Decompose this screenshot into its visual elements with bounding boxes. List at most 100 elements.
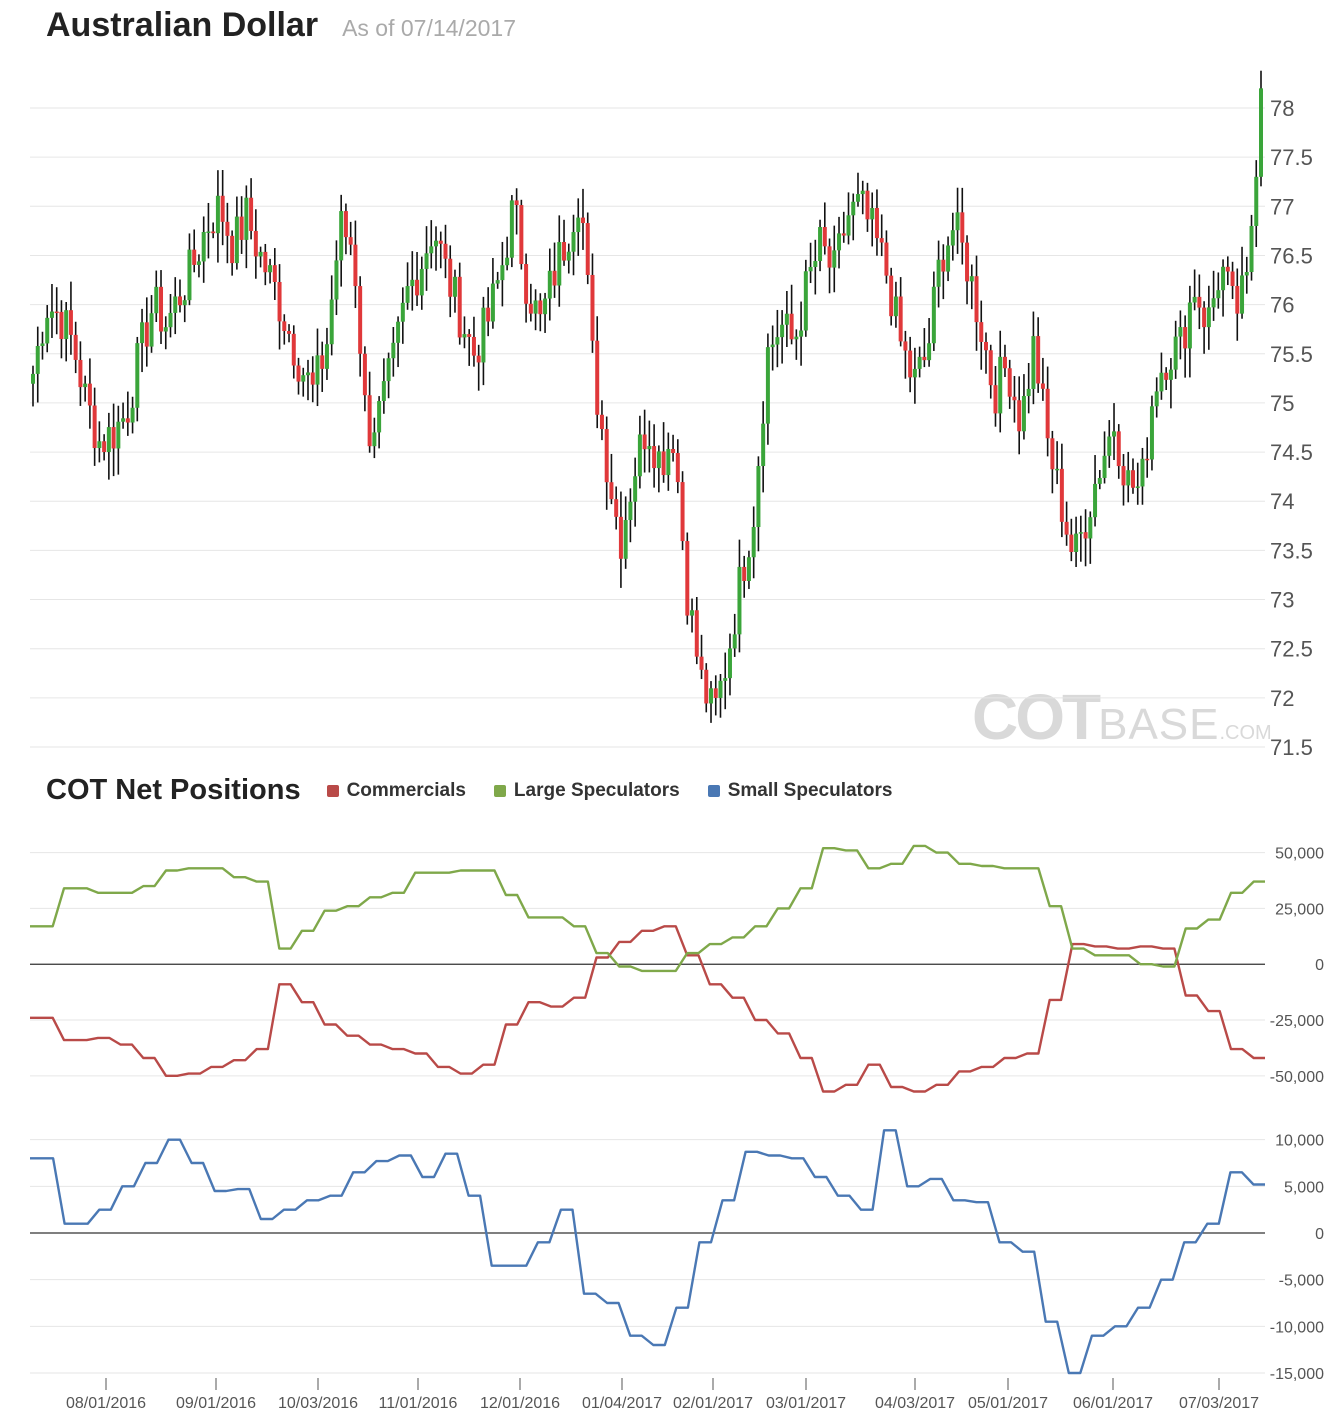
candle-body — [215, 195, 220, 234]
candle-body — [73, 334, 78, 360]
legend-large-speculators[interactable]: Large Speculators — [493, 780, 680, 802]
candle-body — [87, 383, 92, 406]
candle-body — [495, 280, 500, 284]
candle-body — [1031, 336, 1036, 389]
candle-body — [130, 407, 135, 423]
candle-body — [922, 356, 927, 361]
candle-body — [135, 343, 140, 408]
candle-body — [277, 281, 282, 322]
candle-body — [31, 373, 35, 384]
candle-body — [604, 429, 609, 483]
candle-body — [1012, 396, 1017, 401]
candle-body — [965, 242, 970, 282]
cot-lower-y-tick-label: 0 — [1315, 1226, 1324, 1243]
candle-body — [1059, 468, 1064, 522]
cot-upper-y-tick-label: 0 — [1315, 957, 1324, 974]
candle-body — [889, 275, 894, 317]
candle-body — [927, 343, 932, 361]
candle-body — [1140, 458, 1145, 487]
candle-body — [1126, 470, 1131, 486]
candle-body — [1064, 521, 1069, 535]
x-tick-label: 01/04/2017 — [582, 1395, 662, 1412]
series-line-small-speculators[interactable] — [30, 1129, 1265, 1375]
price-y-tick-label: 73 — [1270, 588, 1294, 613]
candle-body — [54, 311, 59, 314]
candle-body — [917, 356, 922, 369]
cot-title: COT Net Positions — [46, 774, 301, 806]
candle-body — [893, 296, 898, 317]
price-y-tick-label: 77 — [1270, 194, 1294, 219]
legend-small-speculators[interactable]: Small Speculators — [707, 779, 893, 802]
candle-body — [49, 311, 54, 318]
candle-body — [1078, 532, 1083, 534]
candle-body — [879, 238, 884, 243]
candle-body — [936, 259, 941, 287]
legend-commercials[interactable]: Commercials — [326, 780, 466, 802]
candle-body — [45, 317, 50, 344]
candle-body — [827, 246, 832, 268]
candle-body — [642, 434, 647, 450]
candle-body — [168, 312, 173, 328]
candle-body — [609, 482, 614, 500]
candle-body — [144, 322, 149, 347]
candle-body — [35, 345, 40, 374]
x-tick-label: 07/03/2017 — [1179, 1395, 1259, 1412]
candle-body — [514, 200, 519, 206]
candle-body — [841, 233, 846, 236]
candle-body — [1202, 307, 1207, 328]
candle-body — [106, 427, 111, 453]
candle-body — [765, 347, 770, 424]
candle-body — [509, 200, 514, 258]
candle-body — [1254, 176, 1259, 226]
cot-lower-chart: 10,000 5,000 0 -5,000 -10,000 -15,000 — [30, 1129, 1324, 1383]
candle-body — [320, 355, 325, 369]
legend-swatch-commercials — [326, 784, 339, 797]
candle-body — [566, 251, 571, 261]
candle-body — [984, 341, 989, 351]
candle-body — [1230, 271, 1235, 286]
candle-body — [822, 227, 827, 247]
candle-body — [851, 201, 856, 216]
cot-upper-y-tick-label: -25,000 — [1270, 1013, 1324, 1030]
price-chart: 78 77.5 77 76.5 76 75.5 75 74.5 74 73.5 73 72.5 72 71… — [30, 70, 1313, 760]
cot-upper-y-tick-label: -50,000 — [1270, 1069, 1324, 1086]
candle-body — [1002, 356, 1007, 369]
candle-body — [595, 340, 600, 415]
candle-body — [723, 678, 728, 681]
candle-body — [946, 245, 951, 272]
candle-body — [1007, 368, 1012, 397]
candle-body — [552, 270, 557, 286]
candle-body — [1244, 272, 1249, 276]
candle-body — [230, 235, 235, 264]
series-line-commercials[interactable] — [30, 925, 1265, 1093]
series-line-large-speculators[interactable] — [30, 844, 1265, 973]
candle-body — [1130, 470, 1135, 488]
candle-body — [315, 355, 320, 385]
candle-body — [305, 372, 310, 376]
candle-body — [500, 265, 505, 281]
candle-body — [1097, 477, 1102, 484]
candle-body — [818, 227, 823, 262]
x-tick-label: 06/01/2017 — [1073, 1395, 1153, 1412]
candle-body — [960, 212, 965, 243]
candle-body — [102, 441, 107, 453]
candle-body — [794, 336, 799, 340]
candle-body — [576, 217, 581, 233]
candle-body — [727, 648, 732, 679]
candle-body — [1074, 533, 1079, 552]
candle-body — [718, 680, 723, 698]
candle-body — [680, 482, 685, 542]
candle-body — [268, 265, 273, 273]
candle-body — [884, 242, 889, 276]
candle-body — [998, 356, 1003, 414]
candle-body — [258, 251, 263, 257]
candle-body — [1249, 225, 1254, 273]
candle-body — [372, 432, 377, 447]
legend-label-small-speculators: Small Speculators — [727, 779, 893, 801]
candle-body — [912, 368, 917, 378]
price-y-tick-label: 71.5 — [1270, 735, 1313, 760]
candle-body — [1225, 266, 1230, 272]
candle-body — [182, 300, 187, 306]
candle-body — [1154, 391, 1159, 407]
cot-lower-y-tick-label: 10,000 — [1275, 1133, 1324, 1150]
